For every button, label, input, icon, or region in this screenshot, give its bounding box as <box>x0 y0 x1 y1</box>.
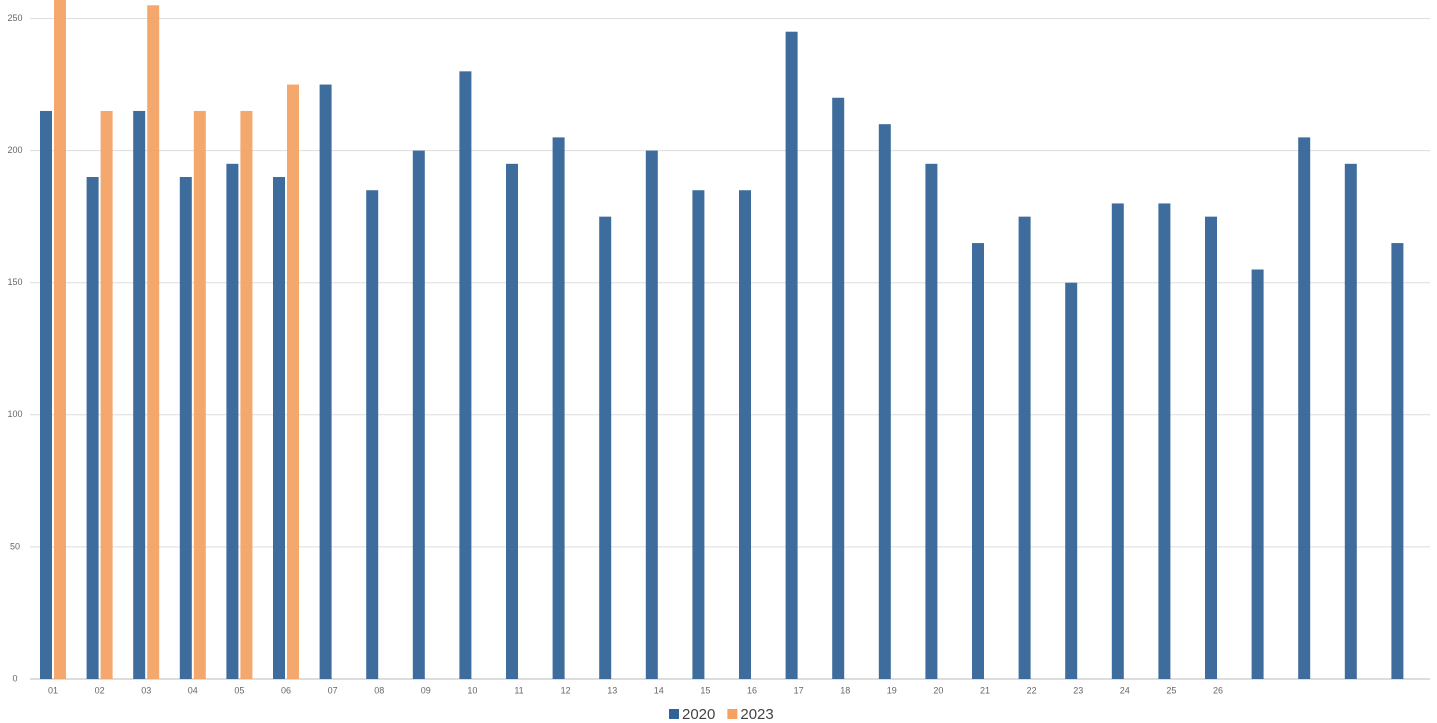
x-tick-label: 26 <box>1213 685 1223 695</box>
bar <box>1344 163 1357 680</box>
bar <box>1391 243 1404 679</box>
x-tick-label: 22 <box>1027 685 1037 695</box>
x-tick-label: 04 <box>188 685 198 695</box>
bar <box>86 177 99 679</box>
x-tick-label: 16 <box>747 685 757 695</box>
bar <box>972 243 984 679</box>
bar <box>100 110 113 680</box>
x-tick-label: 23 <box>1073 685 1083 695</box>
bar <box>832 97 845 679</box>
x-tick-label: 25 <box>1166 685 1176 695</box>
x-tick-label: 02 <box>95 685 105 695</box>
legend-label: 2020 <box>682 706 715 723</box>
bar <box>319 84 332 680</box>
x-tick-label: 10 <box>467 685 477 695</box>
bar <box>40 110 52 680</box>
y-tick-label: 250 <box>7 13 22 23</box>
x-tick-label: 17 <box>794 685 804 695</box>
x-tick-label: 11 <box>514 685 523 695</box>
x-tick-label: 13 <box>607 685 617 695</box>
bar <box>133 110 146 680</box>
y-tick-label: 50 <box>10 541 20 551</box>
bar <box>692 190 705 679</box>
x-tick-label: 05 <box>234 685 244 695</box>
y-tick-label: 100 <box>7 409 22 419</box>
bar <box>599 216 612 679</box>
legend-swatch <box>669 709 679 719</box>
bar <box>1111 203 1124 679</box>
bar <box>878 124 891 679</box>
bar <box>193 110 206 680</box>
bar <box>1205 216 1217 679</box>
bar <box>54 0 66 680</box>
y-tick-label: 150 <box>7 277 22 287</box>
y-tick-label: 0 <box>12 673 17 683</box>
x-tick-label: 12 <box>561 685 571 695</box>
bar <box>287 84 299 680</box>
bar <box>240 110 253 680</box>
x-tick-label: 09 <box>421 685 431 695</box>
bar <box>1298 137 1311 680</box>
bar <box>226 163 239 680</box>
x-tick-label: 01 <box>48 685 58 695</box>
bar <box>1065 282 1078 679</box>
bar <box>1251 269 1264 679</box>
bar <box>506 163 518 680</box>
x-tick-label: 20 <box>933 685 943 695</box>
bar <box>1158 203 1171 679</box>
x-tick-label: 14 <box>654 685 664 695</box>
x-tick-label: 15 <box>700 685 710 695</box>
bar <box>739 190 751 679</box>
bar <box>785 31 798 679</box>
x-tick-label: 21 <box>980 685 990 695</box>
x-tick-label: 08 <box>374 685 384 695</box>
x-tick-label: 18 <box>840 685 850 695</box>
bar <box>459 71 472 679</box>
x-tick-label: 19 <box>887 685 897 695</box>
bar <box>147 5 160 679</box>
bar <box>412 150 425 679</box>
x-tick-label: 07 <box>328 685 338 695</box>
y-tick-label: 200 <box>7 145 22 155</box>
bar <box>1018 216 1031 679</box>
x-tick-label: 24 <box>1120 685 1130 695</box>
x-tick-label: 06 <box>281 685 291 695</box>
bar <box>179 177 192 679</box>
legend-label: 2023 <box>740 706 773 723</box>
bar <box>366 190 379 679</box>
bar <box>645 150 658 679</box>
bar <box>925 163 938 680</box>
bar <box>273 177 285 679</box>
bar <box>552 137 565 680</box>
legend-swatch <box>727 709 738 719</box>
x-tick-label: 03 <box>141 685 151 695</box>
